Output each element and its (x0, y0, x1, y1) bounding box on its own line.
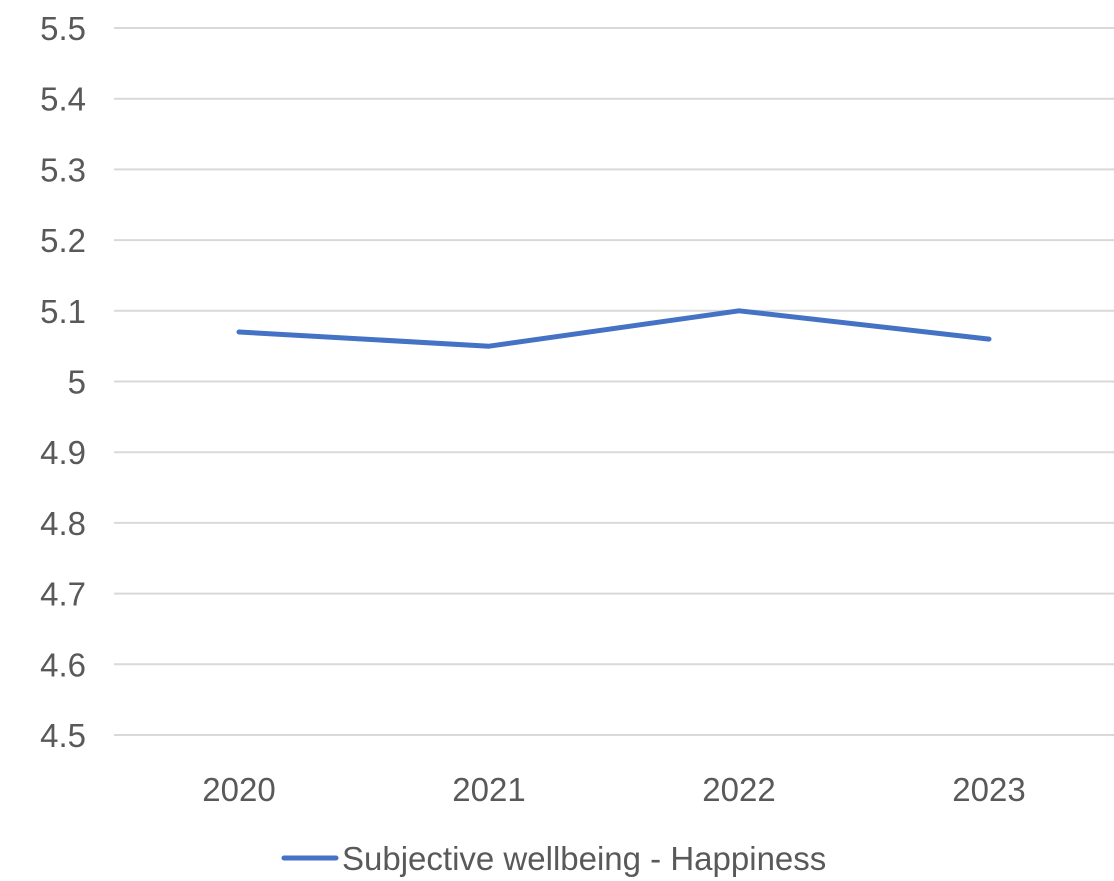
y-tick-label: 4.8 (40, 505, 86, 542)
y-tick-label: 5.1 (40, 293, 86, 330)
y-tick-label: 5.3 (40, 151, 86, 188)
gridlines (114, 28, 1114, 735)
x-tick-label: 2022 (702, 771, 775, 808)
y-tick-label: 5 (68, 364, 86, 401)
x-tick-label: 2021 (452, 771, 525, 808)
legend: Subjective wellbeing - Happiness (284, 840, 826, 877)
series-lines (239, 311, 989, 347)
series-line-happiness (239, 311, 989, 346)
x-tick-label: 2023 (952, 771, 1025, 808)
x-tick-label: 2020 (202, 771, 275, 808)
y-tick-label: 4.6 (40, 646, 86, 683)
y-tick-label: 5.4 (40, 81, 86, 118)
y-tick-label: 4.9 (40, 434, 86, 471)
y-tick-label: 4.7 (40, 576, 86, 613)
y-axis-tick-labels: 4.5 4.6 4.7 4.8 4.9 5 5.1 5.2 5.3 5.4 5.5 (40, 10, 86, 754)
y-tick-label: 5.5 (40, 10, 86, 47)
x-axis-tick-labels: 2020 2021 2022 2023 (202, 771, 1025, 808)
y-tick-label: 4.5 (40, 717, 86, 754)
legend-label-happiness: Subjective wellbeing - Happiness (342, 840, 826, 877)
y-tick-label: 5.2 (40, 222, 86, 259)
